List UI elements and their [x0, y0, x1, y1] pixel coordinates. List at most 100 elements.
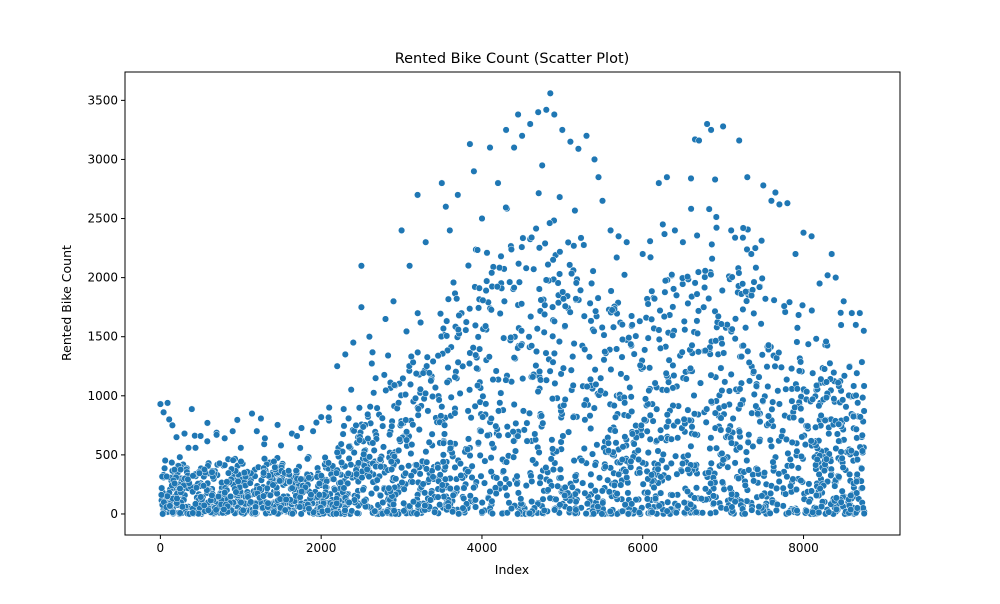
scatter-point	[744, 438, 752, 446]
scatter-point	[812, 335, 820, 343]
scatter-point	[495, 431, 503, 440]
scatter-point	[644, 334, 652, 342]
scatter-point	[766, 436, 774, 444]
scatter-point	[200, 466, 208, 474]
scatter-point	[782, 435, 790, 443]
scatter-point	[763, 363, 771, 371]
scatter-point	[767, 442, 776, 450]
scatter-point	[579, 479, 587, 487]
scatter-point	[701, 347, 709, 355]
scatter-point	[679, 280, 687, 288]
scatter-point	[504, 431, 512, 439]
scatter-point	[690, 410, 699, 418]
scatter-point	[692, 484, 701, 492]
scatter-point	[510, 400, 518, 409]
y-tick-label: 2000	[87, 271, 118, 285]
scatter-point	[788, 397, 796, 405]
scatter-point	[788, 462, 796, 470]
scatter-point	[449, 278, 458, 287]
scatter-point	[460, 484, 468, 492]
scatter-point	[598, 487, 606, 495]
scatter-point	[557, 474, 565, 482]
scatter-point	[571, 207, 579, 215]
scatter-point	[502, 458, 511, 466]
scatter-point	[598, 323, 606, 332]
scatter-point	[178, 503, 186, 511]
scatter-point	[761, 295, 769, 303]
scatter-point	[766, 509, 774, 517]
scatter-point	[425, 369, 433, 377]
scatter-point	[537, 412, 546, 420]
scatter-point	[651, 379, 659, 387]
scatter-point	[415, 426, 423, 434]
scatter-point	[285, 478, 294, 486]
scatter-point	[758, 351, 766, 359]
scatter-point	[755, 283, 764, 291]
scatter-point	[831, 482, 839, 490]
scatter-point	[414, 348, 422, 356]
scatter-point	[626, 383, 634, 392]
scatter-point	[397, 420, 405, 428]
scatter-point	[737, 353, 746, 361]
scatter-point	[697, 495, 705, 503]
scatter-point	[455, 510, 463, 518]
scatter-point	[752, 264, 760, 272]
scatter-point	[385, 484, 393, 492]
scatter-point	[269, 481, 277, 489]
scatter-point	[345, 414, 353, 422]
scatter-point	[257, 414, 265, 423]
scatter-point	[464, 262, 472, 270]
scatter-point	[718, 449, 726, 457]
scatter-point	[502, 475, 510, 483]
scatter-point	[748, 409, 756, 417]
scatter-point	[482, 287, 490, 295]
scatter-point	[720, 402, 728, 410]
scatter-point	[618, 456, 626, 464]
scatter-point	[523, 419, 531, 427]
scatter-point	[728, 439, 736, 447]
scatter-point	[436, 310, 445, 318]
scatter-point	[489, 376, 497, 384]
scatter-point	[734, 474, 743, 482]
scatter-point	[277, 441, 285, 449]
scatter-point	[378, 414, 386, 422]
scatter-point	[860, 407, 868, 415]
scatter-point	[296, 444, 304, 452]
scatter-point	[459, 362, 467, 370]
scatter-point	[588, 450, 597, 458]
scatter-point	[474, 439, 482, 447]
scatter-point	[679, 238, 687, 246]
scatter-point	[570, 340, 578, 348]
scatter-point	[330, 475, 338, 483]
scatter-point	[466, 492, 474, 500]
scatter-point	[720, 349, 728, 357]
scatter-point	[755, 373, 763, 381]
scatter-point	[712, 224, 721, 232]
scatter-point	[496, 399, 504, 407]
scatter-point	[513, 480, 521, 488]
scatter-point	[691, 279, 699, 287]
scatter-point	[195, 469, 203, 477]
scatter-point	[656, 344, 665, 352]
scatter-point	[340, 422, 348, 430]
scatter-point	[821, 416, 829, 424]
scatter-point	[751, 244, 759, 252]
scatter-point	[688, 423, 696, 431]
scatter-point	[233, 416, 241, 424]
scatter-point	[408, 478, 416, 486]
scatter-point	[538, 161, 546, 169]
scatter-point	[735, 428, 744, 436]
scatter-point	[270, 508, 278, 516]
scatter-point	[419, 369, 427, 377]
scatter-point	[411, 394, 420, 402]
scatter-point	[858, 447, 866, 455]
scatter-point	[797, 416, 805, 425]
scatter-point	[591, 487, 599, 495]
x-tick-label: 8000	[788, 541, 819, 555]
scatter-point	[702, 418, 710, 426]
scatter-point	[674, 418, 682, 426]
scatter-point	[750, 367, 758, 376]
scatter-point	[376, 492, 385, 500]
scatter-point	[451, 373, 459, 381]
scatter-point	[192, 484, 201, 492]
